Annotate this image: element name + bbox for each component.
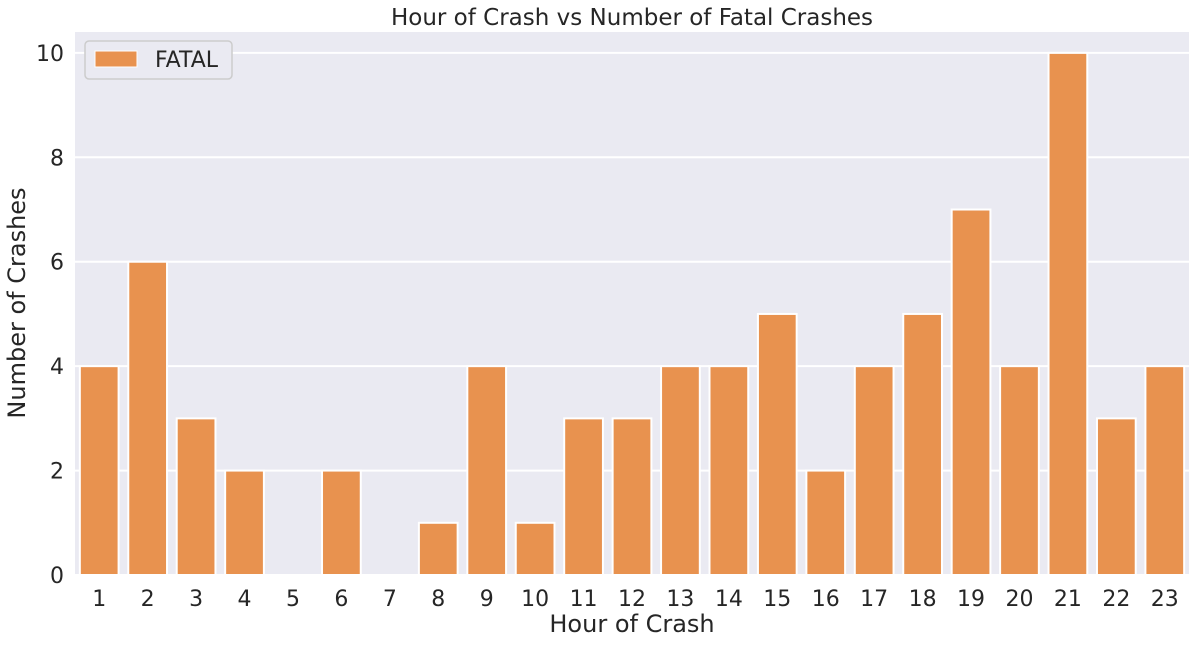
bar-hour-4 xyxy=(224,469,265,577)
x-tick-label: 15 xyxy=(763,587,791,612)
bar-hour-21 xyxy=(1047,51,1089,576)
x-tick-label: 7 xyxy=(383,587,397,612)
y-tick-labels: 0 2 4 6 8 10 xyxy=(36,42,64,589)
bar-hour-15 xyxy=(756,312,798,576)
bar-hour-11 xyxy=(563,417,604,576)
x-tick-labels: 1 2 3 4 5 6 7 8 9 10 11 12 13 14 15 16 17 18 19 20 21 22 23 xyxy=(92,587,1179,612)
bar-hour-12 xyxy=(611,417,653,576)
bar-hour-22 xyxy=(1095,417,1137,576)
bar-hour-14 xyxy=(708,365,750,576)
x-tick-label: 6 xyxy=(334,587,348,612)
x-tick-label: 14 xyxy=(715,587,743,612)
x-tick-label: 11 xyxy=(570,587,598,612)
x-tick-label: 12 xyxy=(618,587,646,612)
bar-hour-9 xyxy=(466,365,508,576)
x-tick-label: 22 xyxy=(1102,587,1130,612)
bar-hour-8 xyxy=(417,521,459,576)
x-tick-label: 10 xyxy=(521,587,549,612)
x-tick-label: 21 xyxy=(1054,587,1082,612)
bar-hour-23 xyxy=(1144,365,1186,576)
bar-hour-17 xyxy=(853,365,895,576)
x-tick-label: 19 xyxy=(957,587,985,612)
y-tick-label: 6 xyxy=(50,251,64,276)
x-tick-label: 1 xyxy=(92,587,106,612)
x-tick-label: 17 xyxy=(860,587,888,612)
x-tick-label: 2 xyxy=(141,587,155,612)
bar-hour-16 xyxy=(805,469,847,577)
bar-hour-3 xyxy=(175,417,217,576)
y-tick-label: 8 xyxy=(50,146,64,171)
x-tick-label: 16 xyxy=(812,587,840,612)
x-tick-label: 5 xyxy=(286,587,300,612)
x-tick-label: 9 xyxy=(480,587,494,612)
y-tick-label: 0 xyxy=(50,564,64,589)
x-tick-label: 3 xyxy=(189,587,203,612)
bar-hour-2 xyxy=(127,260,169,576)
x-tick-label: 8 xyxy=(431,587,445,612)
bar-hour-10 xyxy=(514,521,556,576)
x-tick-label: 20 xyxy=(1005,587,1033,612)
bar-hour-18 xyxy=(902,312,943,576)
x-axis-label: Hour of Crash xyxy=(549,610,714,638)
x-tick-label: 4 xyxy=(238,587,252,612)
bar-hour-13 xyxy=(660,365,701,576)
legend-swatch-fatal xyxy=(94,50,138,68)
bar-hour-6 xyxy=(321,469,362,577)
x-tick-label: 23 xyxy=(1151,587,1179,612)
legend: FATAL xyxy=(84,40,233,80)
bar-hour-20 xyxy=(999,365,1040,576)
y-axis-label: Number of Crashes xyxy=(3,187,31,418)
y-tick-label: 10 xyxy=(36,42,64,67)
bar-hour-19 xyxy=(950,208,992,576)
y-tick-label: 4 xyxy=(50,355,64,380)
x-tick-label: 18 xyxy=(909,587,937,612)
x-tick-label: 13 xyxy=(666,587,694,612)
bars xyxy=(78,51,1186,577)
y-tick-label: 2 xyxy=(50,460,64,485)
bar-hour-1 xyxy=(78,365,120,576)
legend-label-fatal: FATAL xyxy=(155,48,219,73)
chart-title: Hour of Crash vs Number of Fatal Crashes xyxy=(391,5,873,31)
